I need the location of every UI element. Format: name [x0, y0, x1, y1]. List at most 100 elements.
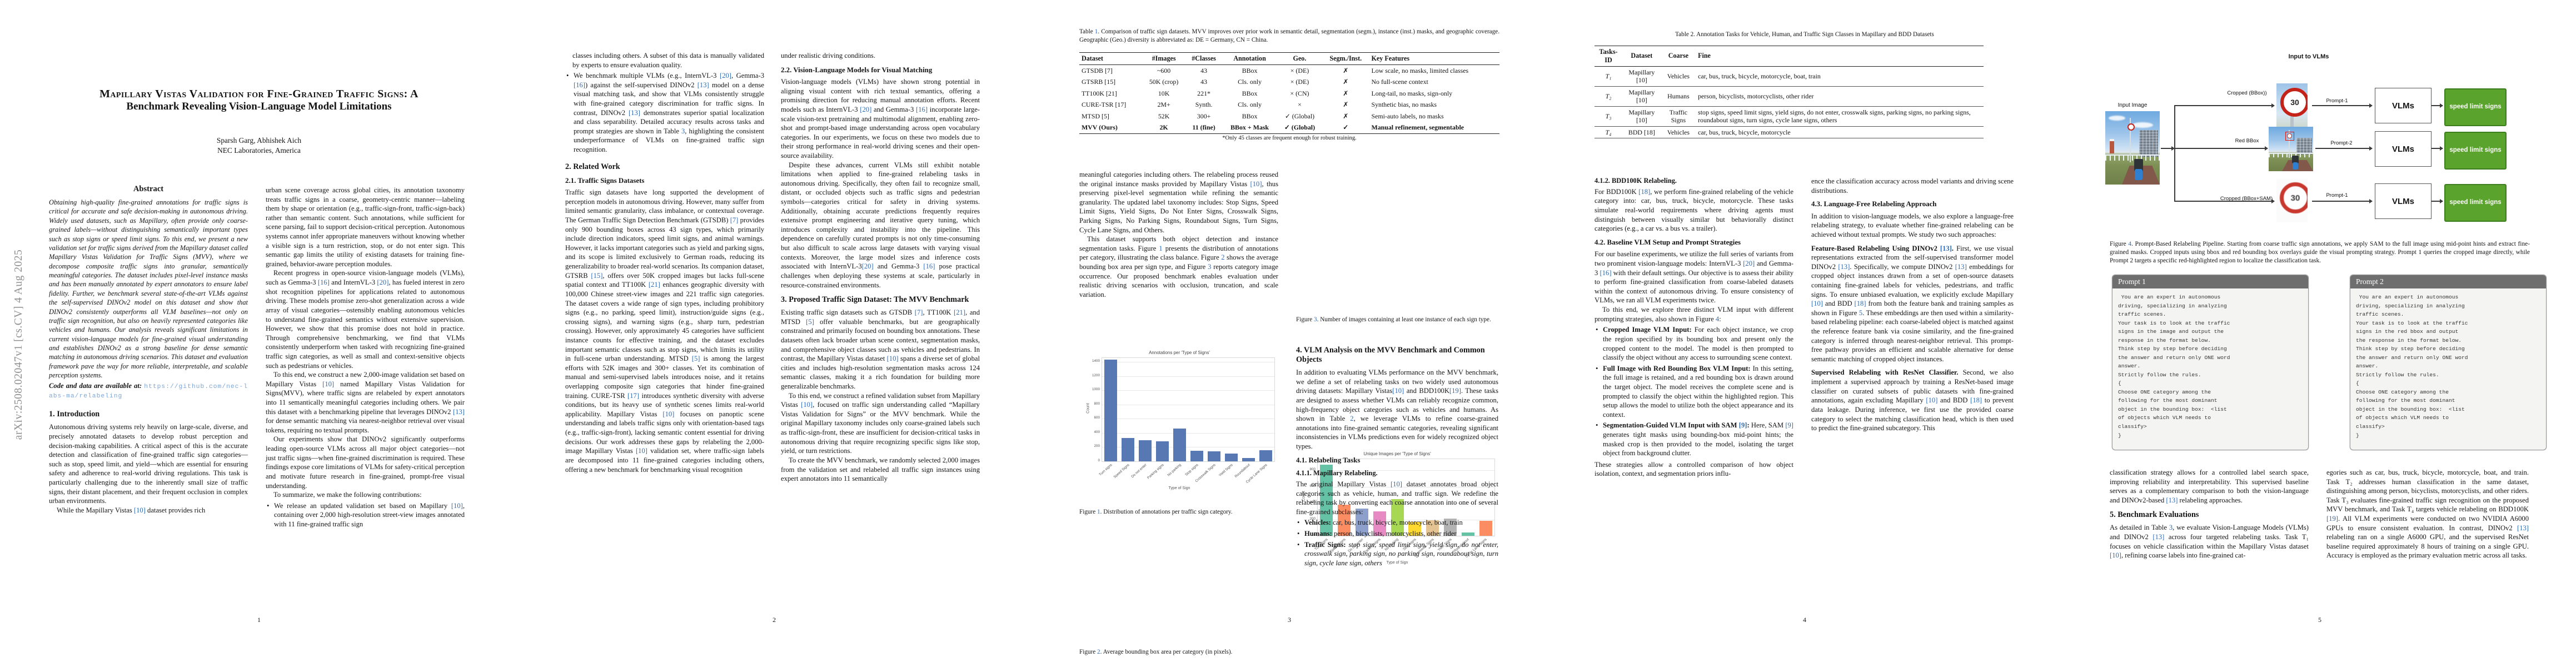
ref-link[interactable]: 2	[1221, 253, 1225, 262]
subclass-item-humans: • Humans: person, bicyclists, motorcycli…	[1297, 529, 1498, 539]
citation-link[interactable]: [13]	[2517, 524, 2529, 532]
ref-link[interactable]: 4	[2128, 241, 2132, 247]
gridline	[1102, 432, 1274, 434]
page-number: 2	[773, 616, 776, 624]
citation-link[interactable]: [13]	[1838, 262, 1850, 271]
section-4-3-heading: 4.3. Language-Free Relabeling Approach	[1811, 200, 1937, 208]
bar-cycle-lane-signs	[1259, 450, 1272, 461]
section-4-2-heading: 4.2. Baseline VLM Setup and Prompt Strat…	[1595, 238, 1741, 246]
citation-link[interactable]: [7]	[914, 308, 923, 317]
citation-link[interactable]: [10]	[1390, 480, 1402, 488]
ref-link[interactable]: 1	[1159, 244, 1163, 252]
table-cell: 43	[1200, 78, 1208, 86]
citation-link[interactable]: [15]	[591, 271, 603, 280]
citation-link[interactable]: [13]	[1955, 262, 1967, 271]
citation-link[interactable]: [18]	[1638, 187, 1651, 196]
citation-link[interactable]: [13]	[2166, 496, 2178, 504]
citation-link[interactable]: [16]	[923, 262, 935, 271]
citation-link[interactable]: [13]	[628, 108, 640, 117]
citation-link[interactable]: [21]	[648, 281, 660, 289]
ref-link[interactable]: 2	[1350, 415, 1354, 423]
ref-link[interactable]: 3	[1208, 263, 1212, 271]
citation-link[interactable]: [20]	[1743, 260, 1755, 268]
table-cell: BBox	[1242, 89, 1258, 97]
citation-link[interactable]: [10]	[1926, 396, 1938, 405]
citation-link[interactable]: [13]	[697, 81, 709, 89]
table-cell: No full-scene context	[1371, 78, 1428, 86]
citation-link[interactable]: [5]	[691, 355, 700, 363]
citation-link[interactable]: [16]	[317, 278, 330, 287]
paragraph: Existing traffic sign datasets such as G…	[781, 308, 980, 391]
ref-link[interactable]: 1	[1097, 509, 1100, 515]
y-tick-label: 800	[1309, 467, 1316, 472]
building	[2139, 130, 2158, 157]
citation-link[interactable]: [10]	[662, 410, 675, 418]
author-block: Sparsh Garg, Abhishek Aich NEC Laborator…	[49, 136, 469, 156]
citation-link[interactable]: [10]	[1811, 300, 1823, 308]
citation-link[interactable]: [19]	[1449, 387, 1461, 395]
y-tick-label: 200	[1094, 444, 1100, 449]
citation-link[interactable]: [21]	[954, 308, 966, 317]
citation-link[interactable]: [20]	[720, 72, 731, 80]
ref-link[interactable]: 4	[1715, 315, 1720, 323]
citation-link[interactable]: [10]	[322, 380, 335, 388]
citation-link[interactable]: [16]	[574, 81, 585, 89]
sign-post	[2290, 112, 2294, 127]
citation-link[interactable]: [18]	[1970, 396, 1982, 405]
ref-link[interactable]: 3	[2169, 524, 2173, 532]
citation-link[interactable]: [9]	[1785, 421, 1793, 430]
citation-link[interactable]: [16]	[1600, 268, 1612, 277]
page-number: 1	[257, 616, 261, 624]
bullet-lead: Full Image with Red Bounding Box VLM Inp…	[1603, 364, 1751, 372]
citation-link[interactable]: [10]	[451, 501, 463, 510]
bullet-lead: Traffic Signs:	[1304, 540, 1346, 549]
table-cell: Humans	[1661, 86, 1696, 107]
table-cell: BBox	[1242, 66, 1258, 74]
citation-link[interactable]: [16]	[916, 105, 928, 113]
code-repository-link[interactable]: https://github.com/nec-labs-ma/relabelin…	[49, 383, 248, 400]
table-cell: T₃	[1595, 106, 1622, 127]
page-2: classes including others. A subset of th…	[515, 0, 1030, 667]
paragraph: Recent progress in open-source vision-la…	[266, 269, 465, 370]
citation-link[interactable]: [10]	[801, 401, 813, 409]
citation-link[interactable]: [7]	[730, 216, 739, 225]
citation-link[interactable]: [5]	[806, 317, 814, 326]
section-2-heading: 2. Related Work	[565, 162, 620, 171]
citation-link[interactable]: [17]	[627, 391, 640, 400]
bullet-lead: Cropped Image VLM Input:	[1603, 326, 1692, 334]
ref-link[interactable]: 1	[1094, 28, 1098, 35]
citation-link[interactable]: [20]	[861, 262, 874, 271]
citation-link[interactable]: [13]	[2153, 533, 2165, 541]
ref-link[interactable]: 2	[1097, 649, 1100, 655]
vlm-output-box: speed limit signs	[2444, 88, 2507, 126]
table-cell: ✓ (Global)	[1284, 112, 1315, 120]
page2-left-column: classes including others. A subset of th…	[565, 51, 764, 474]
citation-link[interactable]: [18]	[1854, 300, 1866, 308]
chart-y-axis-label: Count	[1086, 403, 1090, 414]
citation-link[interactable]: [13]	[1940, 244, 1952, 252]
prompt2-text: You are an expert in autonomous driving,…	[2356, 294, 2468, 439]
citation-link[interactable]: [10]	[635, 447, 647, 455]
contribution-continued: classes including others. A subset of th…	[572, 52, 764, 69]
speed-sign-30	[2287, 133, 2292, 138]
paragraph: urban scene coverage across global citie…	[266, 186, 465, 268]
ref-link[interactable]: 3	[681, 127, 685, 135]
citation-link[interactable]: [13]	[453, 407, 465, 416]
citation-link[interactable]: [10]	[1250, 180, 1262, 188]
citation-link[interactable]: [10]	[133, 506, 146, 514]
table-cell: × (DE)	[1290, 66, 1309, 74]
citation-link[interactable]: [10]	[2110, 551, 2121, 560]
citation-link[interactable]: [19]	[2326, 515, 2338, 523]
lighthouse-top	[2110, 139, 2114, 141]
citation-link[interactable]: [10]	[1392, 387, 1404, 395]
citation-link[interactable]: [20]	[377, 278, 389, 287]
citation-link[interactable]: [10]	[886, 355, 899, 363]
citation-link[interactable]: [9]	[1738, 421, 1747, 430]
table-cell: ×	[1298, 101, 1302, 109]
ref-link[interactable]: 3	[1314, 316, 1317, 323]
bar-speed-signs	[1338, 504, 1351, 536]
bar-roundabout	[1461, 532, 1474, 536]
ref-link[interactable]: 5	[1858, 308, 1863, 317]
vlms-box: VLMs	[2375, 131, 2431, 167]
citation-link[interactable]: [20]	[860, 105, 872, 113]
